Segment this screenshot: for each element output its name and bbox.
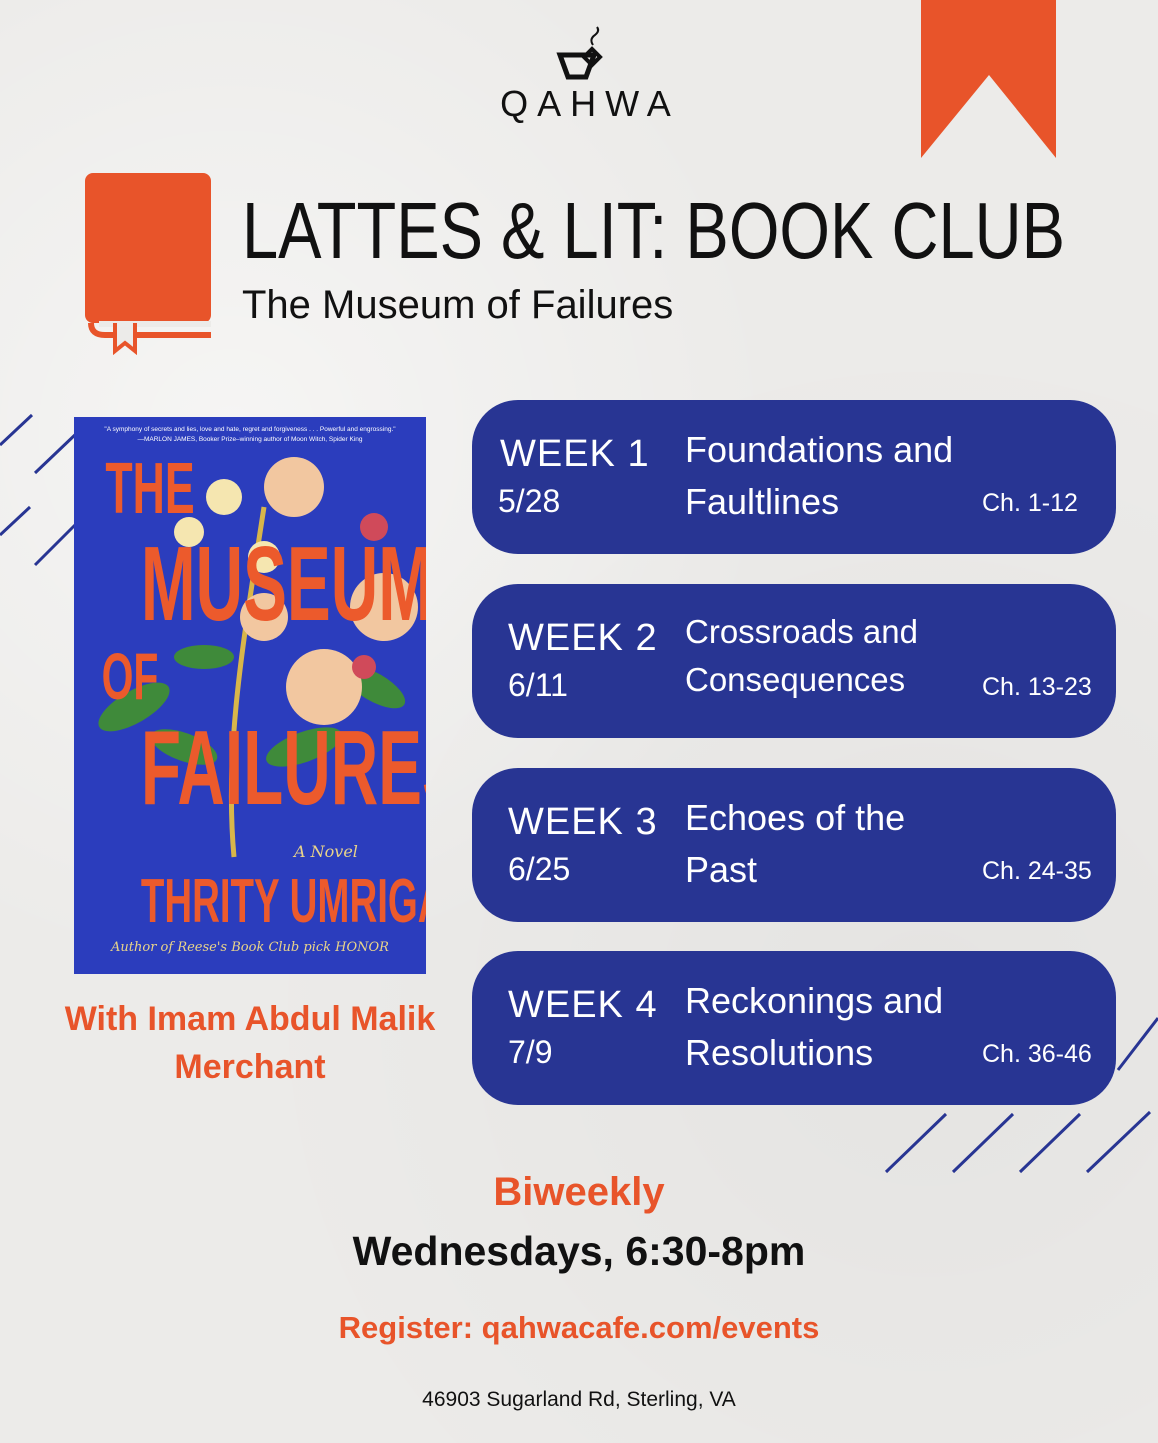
page-title: LATTES & LIT: BOOK CLUB bbox=[242, 186, 1065, 275]
week-title: Echoes of the Past bbox=[685, 797, 906, 890]
week-date: 7/9 bbox=[508, 1034, 553, 1070]
week-title: Reckonings and Resolutions bbox=[685, 980, 944, 1073]
week-label: WEEK 2 bbox=[508, 617, 658, 659]
meeting-time: Wednesdays, 6:30-8pm bbox=[352, 1228, 806, 1274]
decorative-stripes-right bbox=[884, 1017, 1158, 1174]
register-link[interactable]: Register: qahwacafe.com/events bbox=[338, 1310, 820, 1345]
cover-title-failures: FAILURES bbox=[140, 709, 426, 827]
decorative-stripes-left bbox=[0, 413, 80, 567]
cover-tagline: Author of Reese's Book Club pick HONOR bbox=[111, 940, 389, 955]
qahwa-logo: QAHWA bbox=[480, 25, 700, 125]
cover-title-of: OF bbox=[101, 639, 159, 713]
week-label: WEEK 4 bbox=[508, 984, 658, 1026]
week-chapters: Ch. 1-12 bbox=[982, 489, 1078, 517]
cover-quote: "A symphony of secrets and lies, love an… bbox=[74, 425, 426, 445]
week-card: WEEK 3 6/25 Echoes of the Past Ch. 24-35 bbox=[472, 768, 1116, 922]
bookmark-ribbon-icon bbox=[921, 0, 1056, 158]
week-label: WEEK 1 bbox=[500, 433, 650, 475]
flower-illustration bbox=[98, 457, 418, 858]
cover-author: THRITY UMRIGAR bbox=[140, 867, 426, 936]
cover-quote-attribution: —MARLON JAMES, Booker Prize–winning auth… bbox=[137, 436, 363, 443]
week-title: Crossroads and Consequences bbox=[685, 613, 918, 698]
week-date: 6/25 bbox=[508, 851, 571, 887]
logo-name: QAHWA bbox=[500, 83, 680, 124]
week-title: Foundations and Faultlines bbox=[685, 429, 954, 522]
cover-title-the: THE bbox=[105, 449, 195, 529]
coffee-cup-icon bbox=[556, 26, 603, 80]
cover-novel: A Novel bbox=[294, 842, 358, 861]
address: 46903 Sugarland Rd, Sterling, VA bbox=[422, 1388, 736, 1411]
cover-title-museum: MUSEUM bbox=[140, 525, 426, 643]
week-chapters: Ch. 13-23 bbox=[982, 673, 1092, 701]
week-card: WEEK 1 5/28 Foundations and Faultlines C… bbox=[472, 400, 1116, 554]
week-date: 5/28 bbox=[498, 483, 561, 519]
cover-quote-text: "A symphony of secrets and lies, love an… bbox=[104, 426, 396, 433]
frequency: Biweekly bbox=[493, 1170, 665, 1214]
week-chapters: Ch. 24-35 bbox=[982, 857, 1092, 885]
book-cover: "A symphony of secrets and lies, love an… bbox=[74, 417, 426, 974]
book-icon bbox=[85, 173, 211, 355]
week-chapters: Ch. 36-46 bbox=[982, 1040, 1092, 1068]
week-label: WEEK 3 bbox=[508, 801, 658, 843]
week-card: WEEK 2 6/11 Crossroads and Consequences … bbox=[472, 584, 1116, 738]
week-date: 6/11 bbox=[508, 667, 568, 703]
week-card: WEEK 4 7/9 Reckonings and Resolutions Ch… bbox=[472, 951, 1116, 1105]
host-name: With Imam Abdul Malik Merchant bbox=[64, 1000, 436, 1086]
book-title: The Museum of Failures bbox=[242, 283, 674, 327]
